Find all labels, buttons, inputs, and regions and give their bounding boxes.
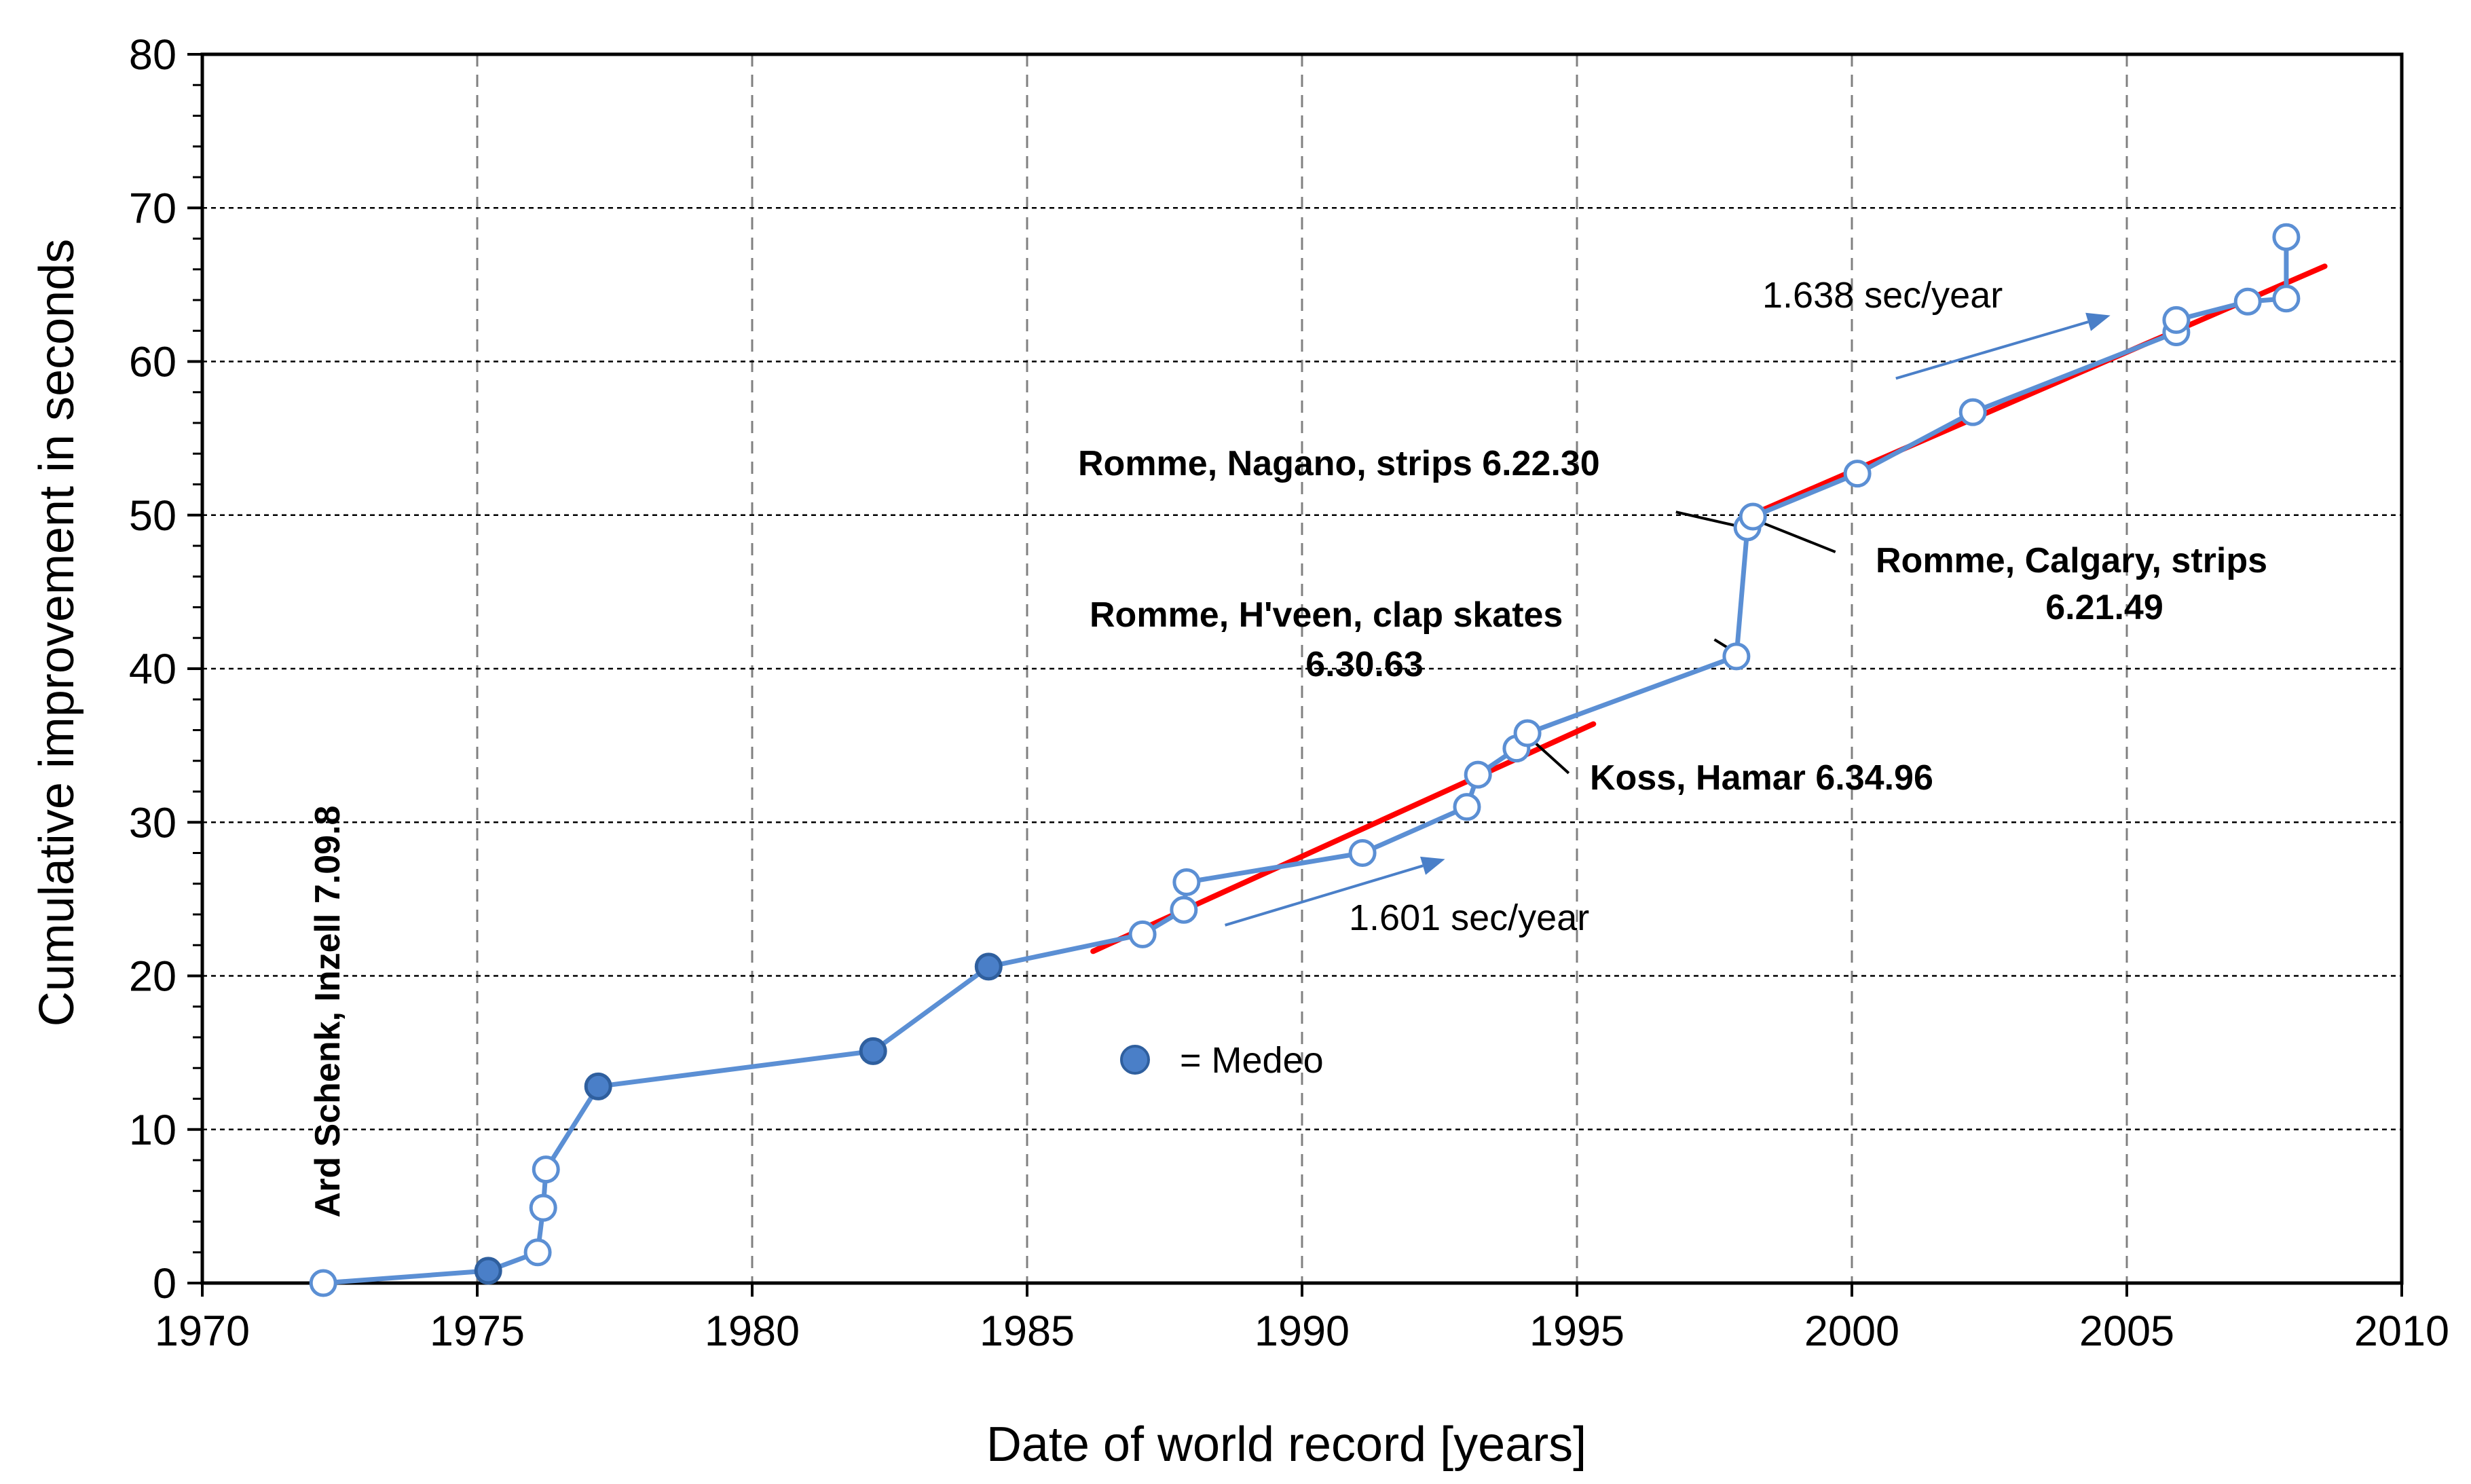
data-point xyxy=(529,1193,557,1222)
series-segment xyxy=(595,1048,876,1089)
series-segment xyxy=(1855,409,1975,477)
x-tick-label: 1985 xyxy=(980,1307,1075,1355)
rate-arrows xyxy=(1225,312,2111,927)
data-point xyxy=(1958,398,1987,426)
series-segment xyxy=(1734,525,1750,659)
rate-label-lower: 1.601 sec/year xyxy=(1349,897,1589,938)
data-point-medeo xyxy=(974,952,1003,981)
y-tick-label: 50 xyxy=(129,492,176,540)
data-point-medeo xyxy=(474,1257,502,1285)
series-segment xyxy=(1970,330,2179,415)
x-tick-label: 1970 xyxy=(155,1307,250,1355)
annotation-schenk: Ard Schenk, Inzell 7.09.8 xyxy=(308,806,348,1218)
y-axis-ticks: 0 10 20 30 40 50 60 70 80 xyxy=(129,31,202,1307)
annotation-hamar: Koss, Hamar 6.34.96 xyxy=(1590,758,1933,798)
data-point-medeo xyxy=(584,1072,612,1100)
annotation-calgary-line1: Romme, Calgary, strips xyxy=(1876,541,2267,580)
y-tick-label: 80 xyxy=(129,31,176,79)
annotation-calgary-line2: 6.21.49 xyxy=(2045,588,2163,627)
data-point xyxy=(532,1155,560,1184)
data-point xyxy=(1348,839,1377,867)
y-tick-label: 30 xyxy=(129,799,176,847)
x-axis-ticks: 1970 1975 1980 1985 1990 1995 2000 2005 2010 xyxy=(155,1283,2449,1355)
data-point xyxy=(2272,223,2301,251)
x-tick-label: 1995 xyxy=(1529,1307,1624,1355)
data-point xyxy=(1722,642,1751,671)
data-point xyxy=(1464,760,1492,789)
data-point xyxy=(309,1269,337,1297)
data-point-medeo xyxy=(859,1037,887,1065)
series-segment xyxy=(1184,851,1365,885)
x-axis-title: Date of world record [years] xyxy=(986,1417,1586,1472)
gridlines xyxy=(202,54,2402,1283)
rate-label-upper: 1.638 sec/year xyxy=(1762,275,2003,316)
data-point xyxy=(2162,305,2191,334)
rate-arrow-shaft xyxy=(1225,864,1424,927)
series-segment xyxy=(986,931,1145,969)
data-point xyxy=(2233,287,2262,316)
series-segment xyxy=(1750,471,1860,519)
data-point xyxy=(1739,502,1767,531)
medeo-legend-marker xyxy=(1120,1045,1150,1075)
rate-arrow-head xyxy=(1420,856,1445,875)
x-tick-label: 1975 xyxy=(430,1307,525,1355)
annotation-leader-line xyxy=(1531,739,1570,775)
y-tick-label: 60 xyxy=(129,339,176,386)
series-segment xyxy=(1360,804,1470,855)
data-point xyxy=(523,1238,552,1267)
y-tick-label: 20 xyxy=(129,953,176,1001)
data-point xyxy=(1843,460,1872,488)
annotation-hveen-line2: 6.30.63 xyxy=(1305,645,1424,684)
annotation-leader-line xyxy=(1758,519,1836,553)
series-segment xyxy=(870,964,991,1054)
medeo-legend-label: = Medeo xyxy=(1180,1040,1324,1081)
rate-arrow-head xyxy=(2085,312,2111,331)
y-tick-label: 10 xyxy=(129,1107,176,1154)
x-tick-label: 2010 xyxy=(2354,1307,2449,1355)
y-tick-label: 0 xyxy=(153,1260,176,1307)
annotation-nagano: Romme, Nagano, strips 6.22.30 xyxy=(1078,444,1600,483)
x-tick-label: 2000 xyxy=(1804,1307,1899,1355)
data-point xyxy=(1172,868,1201,896)
series-segment xyxy=(320,1268,491,1286)
data-point xyxy=(1453,793,1481,821)
annotation-hveen-line1: Romme, H'veen, clap skates xyxy=(1090,595,1563,635)
data-point xyxy=(1513,719,1542,747)
series-markers xyxy=(309,223,2301,1297)
series-segment xyxy=(1525,654,1739,736)
y-tick-label: 40 xyxy=(129,646,176,693)
y-tick-label: 70 xyxy=(129,185,176,232)
data-point xyxy=(1170,895,1198,924)
x-tick-label: 1980 xyxy=(705,1307,800,1355)
x-tick-label: 1990 xyxy=(1255,1307,1350,1355)
x-tick-label: 2005 xyxy=(2079,1307,2174,1355)
data-point xyxy=(2272,284,2301,313)
series-segment xyxy=(543,1083,601,1172)
data-point xyxy=(1128,920,1157,948)
rate-arrow-shaft xyxy=(1895,320,2089,380)
y-axis-title: Cumulative improvement in seconds xyxy=(30,239,84,1027)
